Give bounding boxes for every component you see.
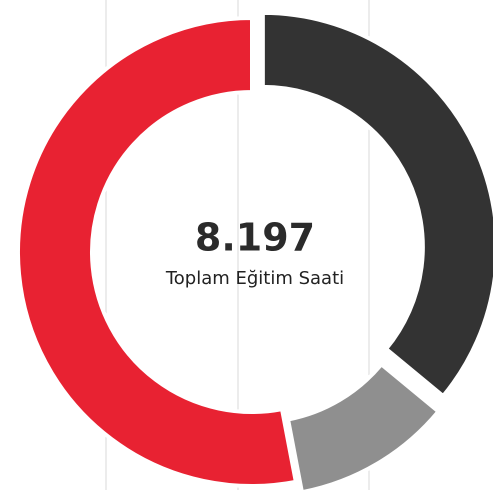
donut-slice [260,10,493,399]
total-value: 8.197 [195,216,315,260]
donut-slice [16,15,299,488]
total-label: Toplam Eğitim Saati [165,268,344,289]
donut-slice [285,361,442,490]
donut [16,10,493,490]
